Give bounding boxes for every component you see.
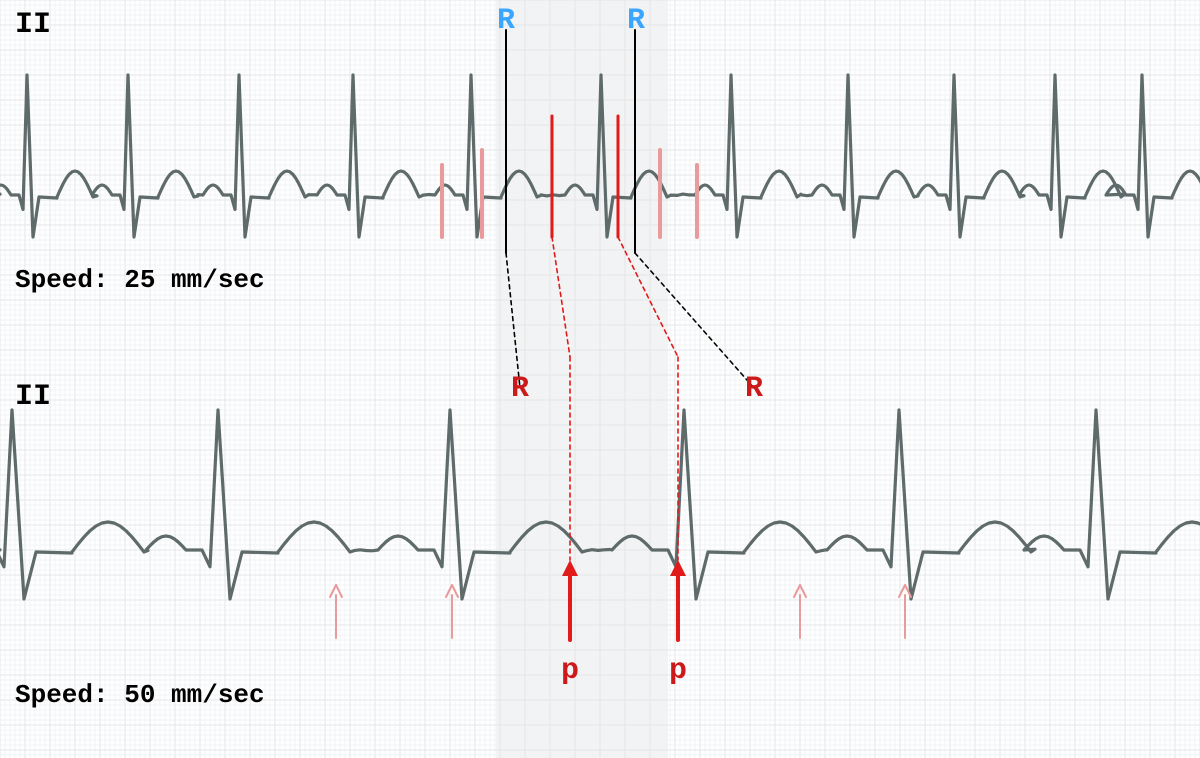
r-label-top: R	[497, 4, 515, 38]
lead-label-top: II	[15, 8, 51, 42]
lead-label-bottom: II	[15, 380, 51, 414]
r-label-bottom: R	[745, 372, 763, 406]
r-label-top: R	[627, 4, 645, 38]
annotation-layer: R R R Rp p	[0, 0, 1200, 758]
r-label-bottom: R	[511, 372, 529, 406]
speed-label-bottom: Speed: 50 mm/sec	[15, 680, 265, 710]
ecg-figure: R R R Rp p II Speed: 25 mm/sec II Speed: 50 …	[0, 0, 1200, 758]
p-label: p	[561, 654, 579, 688]
p-label: p	[669, 654, 687, 688]
speed-label-top: Speed: 25 mm/sec	[15, 265, 265, 295]
